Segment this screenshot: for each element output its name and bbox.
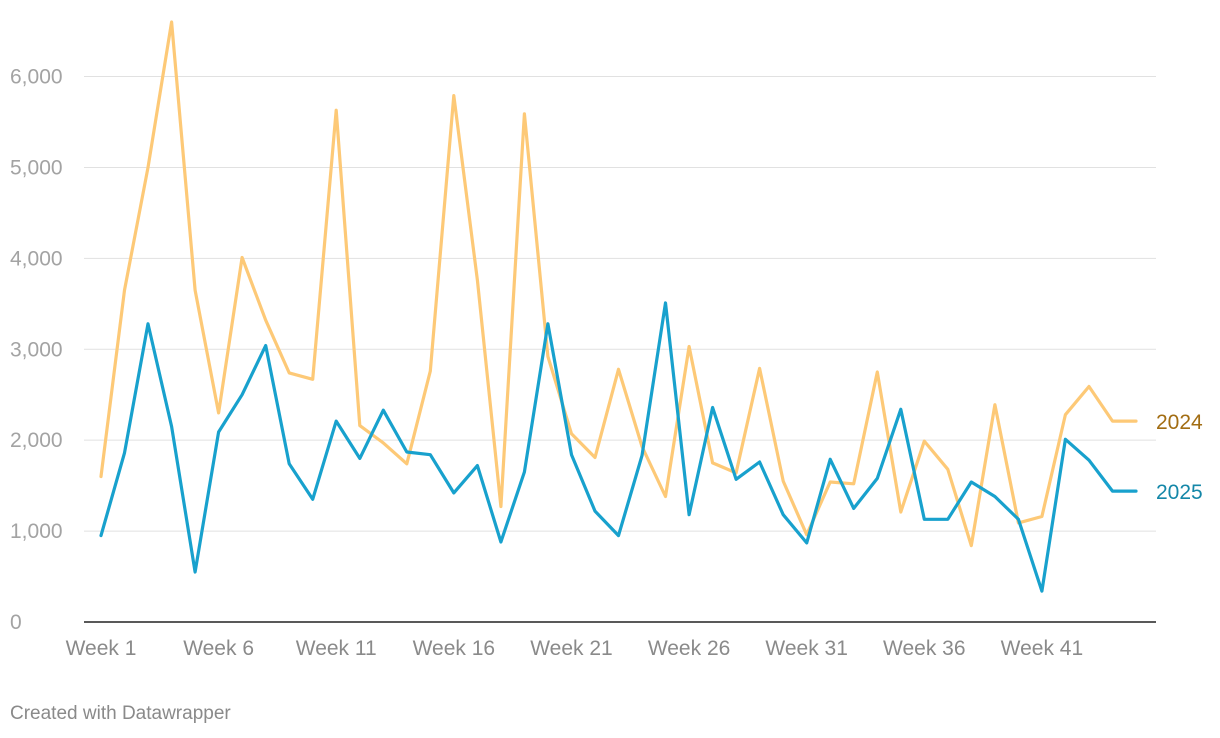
y-tick-label: 3,000 [10,338,63,361]
x-tick-label: Week 41 [1001,637,1084,660]
y-tick-label: 0 [10,611,22,634]
x-tick-label: Week 36 [883,637,966,660]
series-label-2024: 2024 [1156,411,1203,434]
series-lines [99,20,1138,593]
y-axis-ticks: 0 1,000 2,000 3,000 4,000 5,000 6,000 [10,66,63,634]
x-tick-label: Week 31 [765,637,848,660]
footer-credit: Created with Datawrapper [10,703,231,724]
gridlines [84,76,1156,623]
y-tick-label: 5,000 [10,156,63,179]
x-tick-label: Week 26 [648,637,731,660]
y-tick-label: 6,000 [10,66,63,89]
x-tick-label: Week 1 [66,637,137,660]
y-tick-label: 2,000 [10,429,63,452]
x-tick-label: Week 11 [296,637,377,660]
x-tick-label: Week 16 [413,637,496,660]
series-labels: 2024 2025 [1156,411,1203,504]
series-label-2025: 2025 [1156,481,1203,504]
x-tick-label: Week 6 [183,637,254,660]
y-tick-label: 1,000 [10,520,63,543]
x-axis-ticks: Week 1 Week 6 Week 11 Week 16 Week 21 Week 26… [66,637,1084,660]
series-line-2025 [99,301,1138,593]
x-tick-label: Week 21 [530,637,613,660]
y-tick-label: 4,000 [10,247,63,270]
series-line-2024 [99,20,1138,548]
